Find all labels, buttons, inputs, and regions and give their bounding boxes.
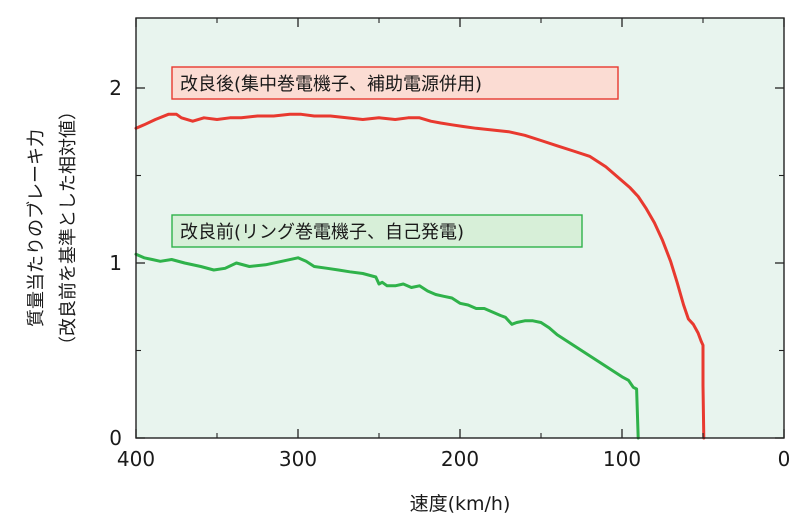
x-tick-label: 200 bbox=[441, 447, 479, 471]
y-axis-title-line1: 質量当たりのブレーキ力 bbox=[25, 129, 47, 327]
y-tick-label: 2 bbox=[109, 76, 122, 100]
label-before-text: 改良前(リング巻電機子、自己発電) bbox=[180, 222, 464, 243]
y-axis-title-line2: （改良前を基準とした相対値） bbox=[58, 102, 79, 354]
series-line-before bbox=[134, 252, 640, 440]
y-tick-label: 0 bbox=[109, 426, 122, 450]
y-tick-label: 1 bbox=[109, 251, 122, 275]
label-before-box bbox=[171, 214, 583, 248]
label-after-box bbox=[171, 66, 619, 100]
x-axis-title: 速度(km/h) bbox=[410, 493, 511, 515]
label-after-text: 改良後(集中巻電機子、補助電源併用) bbox=[180, 74, 482, 95]
x-tick-label: 0 bbox=[778, 447, 791, 471]
x-tick-label: 300 bbox=[279, 447, 317, 471]
series-line-after bbox=[134, 112, 706, 440]
x-tick-label: 100 bbox=[603, 447, 641, 471]
x-tick-label: 400 bbox=[117, 447, 155, 471]
label-after-improvement: 改良後(集中巻電機子、補助電源併用) bbox=[171, 66, 619, 100]
label-before-improvement: 改良前(リング巻電機子、自己発電) bbox=[171, 214, 583, 248]
